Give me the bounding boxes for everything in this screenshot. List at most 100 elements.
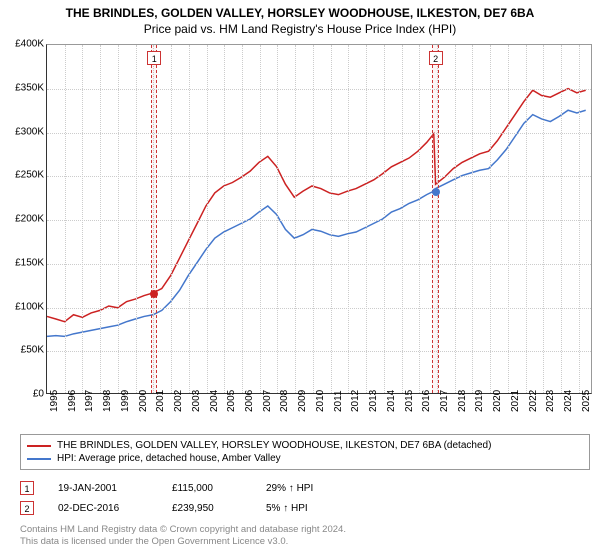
gridline-vertical [490, 45, 491, 393]
gridline-horizontal [47, 264, 591, 265]
y-axis-label: £0 [4, 389, 44, 400]
series-line-price_paid [47, 89, 586, 322]
gridline-horizontal [47, 89, 591, 90]
legend-swatch [27, 458, 51, 460]
x-axis-label: 2023 [545, 390, 556, 412]
x-axis-label: 2006 [244, 390, 255, 412]
x-axis-label: 2009 [297, 390, 308, 412]
y-axis-label: £250K [4, 170, 44, 181]
gridline-vertical [455, 45, 456, 393]
gridline-vertical [419, 45, 420, 393]
y-axis-label: £150K [4, 257, 44, 268]
gridline-horizontal [47, 308, 591, 309]
gridline-horizontal [47, 133, 591, 134]
gridline-vertical [242, 45, 243, 393]
sale-row-date: 02-DEC-2016 [58, 503, 148, 514]
sales-table: 1 19-JAN-2001 £115,000 29% ↑ HPI 2 02-DEC-201… [20, 478, 346, 518]
sale-row-date: 19-JAN-2001 [58, 483, 148, 494]
gridline-vertical [65, 45, 66, 393]
gridline-vertical [189, 45, 190, 393]
x-axis-label: 2011 [333, 390, 344, 412]
sale-row-price: £239,950 [172, 503, 242, 514]
x-axis-label: 2007 [262, 390, 273, 412]
line-series-svg [47, 45, 591, 393]
gridline-vertical [402, 45, 403, 393]
x-axis-label: 1998 [102, 390, 113, 412]
gridline-vertical [313, 45, 314, 393]
x-axis-label: 2012 [350, 390, 361, 412]
sale-row-pct: 29% ↑ HPI [266, 483, 346, 494]
y-axis-label: £400K [4, 39, 44, 50]
x-axis-label: 2014 [386, 390, 397, 412]
gridline-vertical [277, 45, 278, 393]
sale-row: 2 02-DEC-2016 £239,950 5% ↑ HPI [20, 498, 346, 518]
gridline-vertical [561, 45, 562, 393]
x-axis-label: 2019 [474, 390, 485, 412]
x-axis-label: 1995 [49, 390, 60, 412]
footer-attribution: Contains HM Land Registry data © Crown c… [20, 524, 590, 549]
x-axis-label: 2024 [563, 390, 574, 412]
gridline-vertical [384, 45, 385, 393]
gridline-vertical [224, 45, 225, 393]
gridline-vertical [118, 45, 119, 393]
sale-marker-dot [150, 290, 158, 298]
y-axis-label: £100K [4, 301, 44, 312]
gridline-vertical [331, 45, 332, 393]
legend-label: THE BRINDLES, GOLDEN VALLEY, HORSLEY WOO… [57, 440, 491, 451]
gridline-vertical [366, 45, 367, 393]
gridline-vertical [508, 45, 509, 393]
x-axis-label: 2017 [439, 390, 450, 412]
gridline-horizontal [47, 351, 591, 352]
gridline-vertical [260, 45, 261, 393]
gridline-vertical [82, 45, 83, 393]
sale-marker-band [151, 45, 157, 393]
x-axis-label: 2001 [155, 390, 166, 412]
footer-line-2: This data is licensed under the Open Gov… [20, 536, 590, 548]
sale-marker-flag: 2 [429, 51, 443, 65]
x-axis-label: 2002 [173, 390, 184, 412]
chart-subtitle: Price paid vs. HM Land Registry's House … [0, 20, 600, 40]
y-axis-label: £300K [4, 126, 44, 137]
gridline-vertical [100, 45, 101, 393]
x-axis-label: 2022 [528, 390, 539, 412]
x-axis-label: 1997 [84, 390, 95, 412]
x-axis-label: 1996 [67, 390, 78, 412]
legend: THE BRINDLES, GOLDEN VALLEY, HORSLEY WOO… [20, 434, 590, 470]
sale-row: 1 19-JAN-2001 £115,000 29% ↑ HPI [20, 478, 346, 498]
x-axis-label: 2004 [209, 390, 220, 412]
gridline-vertical [171, 45, 172, 393]
x-axis-label: 2000 [138, 390, 149, 412]
legend-swatch [27, 445, 51, 447]
x-axis-label: 2015 [404, 390, 415, 412]
sale-row-flag: 1 [20, 481, 34, 495]
gridline-vertical [136, 45, 137, 393]
footer-line-1: Contains HM Land Registry data © Crown c… [20, 524, 590, 536]
sale-marker-dot [432, 188, 440, 196]
chart-title-address: THE BRINDLES, GOLDEN VALLEY, HORSLEY WOO… [0, 0, 600, 20]
sale-row-price: £115,000 [172, 483, 242, 494]
legend-row: HPI: Average price, detached house, Ambe… [27, 452, 583, 465]
sale-marker-band [432, 45, 438, 393]
chart-container: THE BRINDLES, GOLDEN VALLEY, HORSLEY WOO… [0, 0, 600, 560]
x-axis-label: 2018 [457, 390, 468, 412]
gridline-vertical [348, 45, 349, 393]
gridline-vertical [472, 45, 473, 393]
x-axis-label: 2008 [279, 390, 290, 412]
x-axis-label: 2025 [581, 390, 592, 412]
gridline-vertical [207, 45, 208, 393]
x-axis-label: 2013 [368, 390, 379, 412]
sale-row-flag: 2 [20, 501, 34, 515]
y-axis-label: £200K [4, 214, 44, 225]
gridline-vertical [295, 45, 296, 393]
sale-row-pct: 5% ↑ HPI [266, 503, 346, 514]
x-axis-label: 2010 [315, 390, 326, 412]
x-axis-label: 2003 [191, 390, 202, 412]
x-axis-label: 1999 [120, 390, 131, 412]
y-axis-label: £50K [4, 345, 44, 356]
series-line-hpi [47, 110, 586, 336]
x-axis-label: 2021 [510, 390, 521, 412]
gridline-vertical [526, 45, 527, 393]
x-axis-label: 2005 [226, 390, 237, 412]
x-axis-label: 2020 [492, 390, 503, 412]
gridline-horizontal [47, 220, 591, 221]
